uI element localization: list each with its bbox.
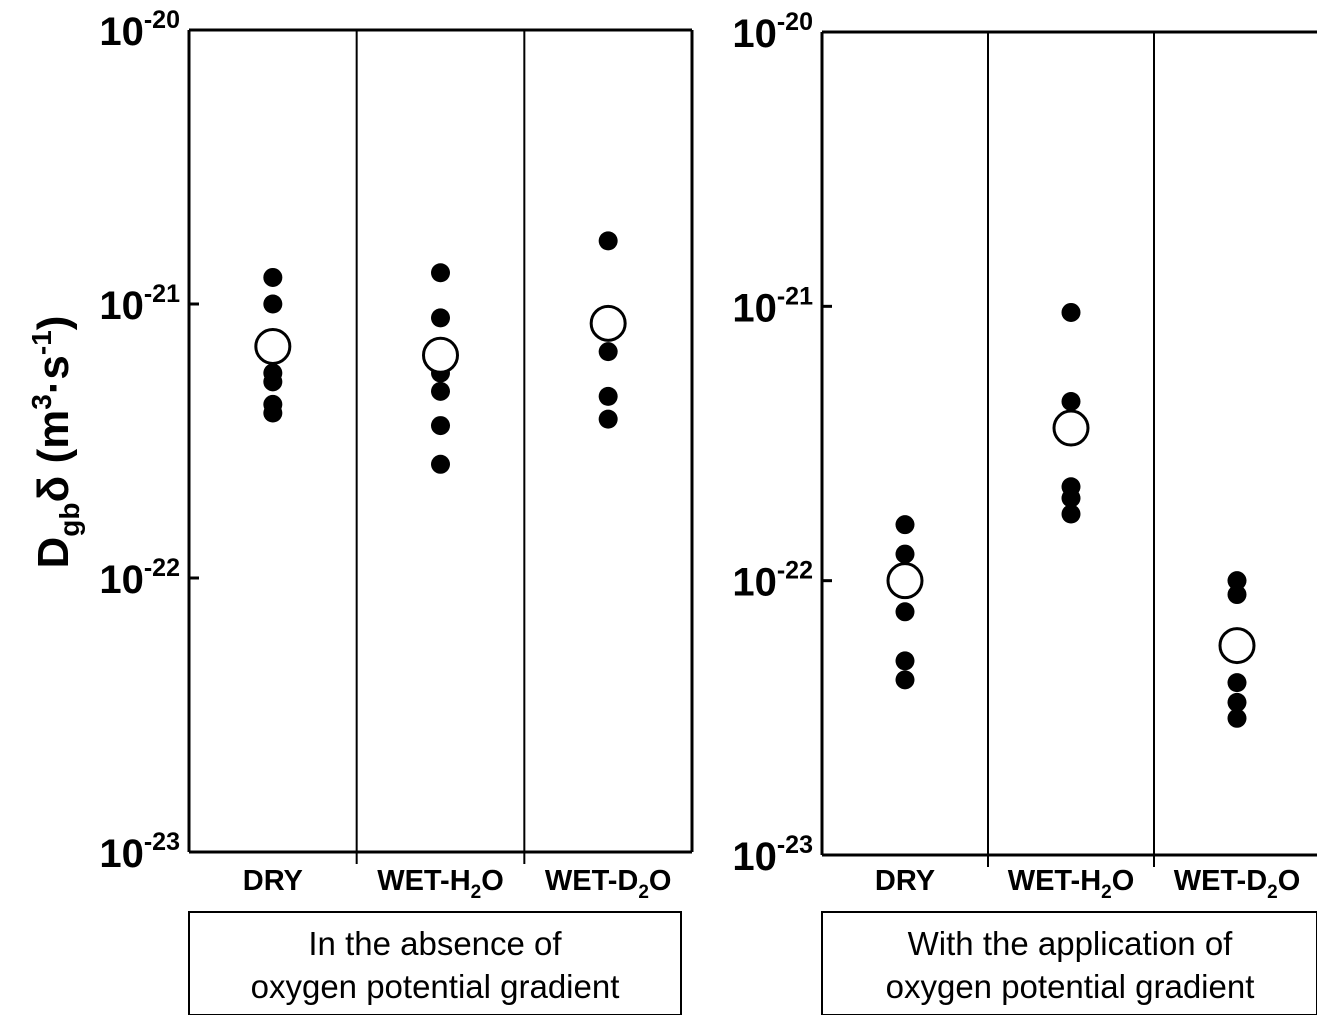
data-point	[431, 263, 450, 283]
y-tick-exponent: -20	[777, 8, 813, 36]
mean-marker	[886, 562, 924, 600]
y-tick-exponent: -20	[144, 6, 180, 34]
category-label-main: WET-D	[545, 865, 638, 897]
category-label: DRY	[243, 865, 303, 897]
mean-marker	[589, 304, 627, 342]
mean-marker	[254, 327, 292, 365]
caption-line: With the application of	[908, 925, 1234, 962]
mean-marker	[1052, 409, 1090, 447]
data-point	[263, 267, 283, 287]
data-point	[263, 403, 283, 423]
ylabel-units-sup2: -1	[26, 330, 57, 355]
data-point	[1227, 673, 1247, 693]
y-tick-base: 10	[732, 12, 777, 56]
category-label-subscript: 2	[471, 882, 482, 903]
category-label-tail: O	[481, 865, 504, 897]
category-label-main: WET-D	[1174, 865, 1267, 897]
category-label-main: DRY	[875, 865, 935, 897]
y-tick-base: 10	[99, 10, 144, 54]
data-point	[263, 372, 283, 392]
data-point	[1061, 504, 1081, 524]
y-tick-exponent: -23	[777, 831, 813, 859]
y-tick-base: 10	[732, 835, 777, 879]
category-label-tail: O	[649, 865, 672, 897]
data-point	[431, 454, 450, 474]
y-tick-label: 10-21	[99, 280, 180, 328]
data-point	[431, 416, 450, 436]
category-label-subscript: 2	[638, 882, 649, 903]
y-tick-label: 10-20	[732, 8, 813, 56]
data-point	[598, 409, 618, 429]
data-point	[1227, 571, 1247, 591]
category-label: WET-H2O	[377, 865, 504, 903]
data-point	[263, 294, 283, 314]
y-tick-base: 10	[99, 284, 144, 328]
data-point	[1227, 692, 1247, 712]
y-tick-base: 10	[99, 832, 144, 876]
mean-marker	[1218, 627, 1256, 665]
ylabel-units-mid: ·s	[29, 355, 78, 394]
data-point	[1227, 585, 1247, 605]
y-tick-base: 10	[732, 561, 777, 605]
category-label-tail: O	[1278, 865, 1301, 897]
category-label-main: WET-H	[377, 865, 470, 897]
ylabel-delta: δ	[29, 476, 78, 503]
y-tick-exponent: -23	[144, 828, 180, 856]
category-label-tail: O	[1112, 865, 1135, 897]
y-tick-base: 10	[99, 558, 144, 602]
category-label: WET-H2O	[1008, 865, 1135, 903]
ylabel-subscript: gb	[54, 502, 85, 536]
data-point	[895, 515, 915, 535]
data-point	[895, 602, 915, 622]
y-tick-label: 10-23	[732, 831, 813, 879]
ylabel-units-open: (m	[29, 410, 78, 476]
ylabel-units-sup1: 3	[26, 394, 57, 410]
data-point	[1227, 708, 1247, 728]
mean-marker	[422, 336, 459, 374]
y-axis-label-text: Dgbδ (m3·s-1)	[26, 316, 85, 569]
ylabel-main: D	[29, 537, 78, 569]
data-point	[431, 381, 450, 401]
data-point	[598, 231, 618, 251]
y-tick-label: 10-22	[99, 554, 180, 602]
y-tick-label: 10-22	[732, 557, 813, 605]
data-point	[431, 308, 450, 328]
category-label: WET-D2O	[545, 865, 672, 903]
caption-line: oxygen potential gradient	[886, 968, 1255, 1005]
y-axis-label: Dgbδ (m3·s-1)	[26, 316, 85, 569]
y-tick-exponent: -21	[144, 280, 180, 308]
category-label-main: DRY	[243, 865, 303, 897]
category-label: WET-D2O	[1174, 865, 1301, 903]
caption-line: In the absence of	[308, 925, 562, 962]
category-label-subscript: 2	[1267, 882, 1278, 903]
ylabel-units-close: )	[29, 316, 78, 331]
data-point	[895, 670, 915, 690]
data-point	[598, 386, 618, 406]
y-tick-label: 10-23	[99, 828, 180, 876]
y-tick-exponent: -22	[144, 554, 180, 582]
y-tick-exponent: -21	[777, 282, 813, 310]
category-label: DRY	[875, 865, 935, 897]
data-point	[1061, 391, 1081, 411]
data-point	[895, 544, 915, 564]
data-point	[895, 651, 915, 671]
y-tick-base: 10	[732, 286, 777, 330]
y-tick-exponent: -22	[777, 557, 813, 585]
data-point	[1061, 302, 1081, 322]
y-tick-label: 10-20	[99, 6, 180, 54]
data-point	[598, 342, 618, 362]
category-label-main: WET-H	[1008, 865, 1101, 897]
category-label-subscript: 2	[1101, 882, 1112, 903]
data-point	[1061, 488, 1081, 508]
y-tick-label: 10-21	[732, 282, 813, 330]
caption-line: oxygen potential gradient	[251, 968, 620, 1005]
